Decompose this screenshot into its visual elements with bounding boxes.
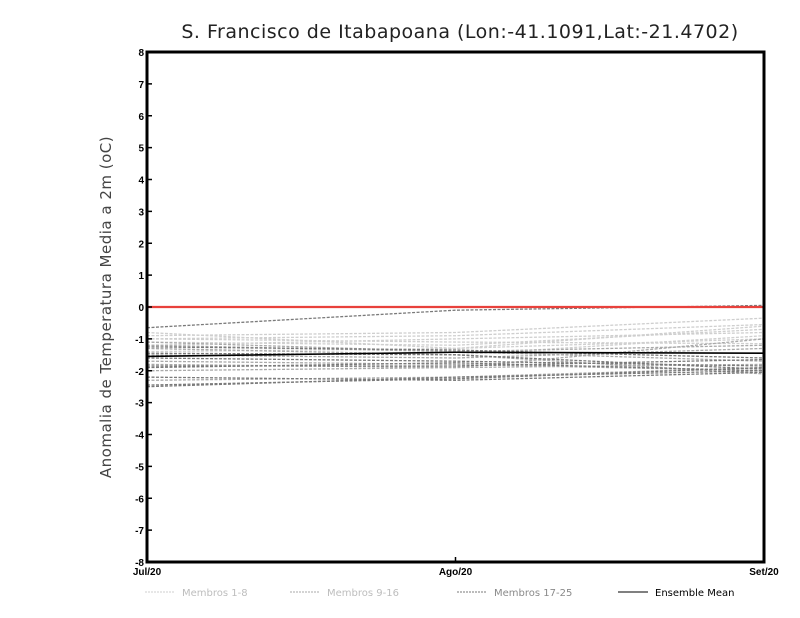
member-line <box>146 362 765 372</box>
y-tick-label: 2 <box>138 239 144 250</box>
y-tick-label: -4 <box>135 431 144 442</box>
member-line <box>146 347 765 359</box>
x-tick-label: Ago/20 <box>439 567 473 578</box>
y-tick-label: 3 <box>138 207 144 218</box>
x-tick-label: Set/20 <box>749 567 779 578</box>
x-tick-label: Jul/20 <box>133 567 162 578</box>
member-line <box>146 346 765 359</box>
y-tick-label: -1 <box>135 335 144 346</box>
member-line <box>146 325 765 353</box>
ensemble-mean-line <box>146 351 765 358</box>
member-line <box>146 370 765 388</box>
y-tick-label: 0 <box>138 303 144 314</box>
y-tick-label: -3 <box>135 399 144 410</box>
member-line <box>146 338 765 369</box>
y-axis-label: Anomalia de Temperatura Media a 2m (oC) <box>97 136 115 478</box>
y-tick-label: -5 <box>135 462 144 473</box>
legend-label: Membros 1-8 <box>182 588 248 599</box>
member-line <box>147 358 765 367</box>
y-tick-label: -8 <box>135 558 144 569</box>
y-tick-label: -6 <box>135 494 144 505</box>
y-tick-label: 8 <box>138 48 144 59</box>
y-tick-label: 5 <box>138 144 144 155</box>
member-line <box>146 323 765 340</box>
y-tick-label: -2 <box>135 367 144 378</box>
legend-label: Membros 17-25 <box>494 588 572 599</box>
chart-title: S. Francisco de Itabapoana (Lon:-41.1091… <box>181 21 738 43</box>
member-line <box>146 366 765 386</box>
member-line <box>146 352 765 370</box>
y-tick-label: 7 <box>138 80 144 91</box>
legend-label: Ensemble Mean <box>655 588 734 599</box>
y-tick-label: 6 <box>138 112 144 123</box>
y-tick-label: 4 <box>138 176 144 187</box>
y-tick-label: -7 <box>135 526 144 537</box>
member-line <box>146 304 765 329</box>
member-line <box>146 338 765 345</box>
member-line <box>146 331 765 346</box>
member-line <box>146 317 765 337</box>
member-line <box>146 371 765 381</box>
legend-label: Membros 9-16 <box>327 588 399 599</box>
y-tick-label: 1 <box>138 271 144 282</box>
